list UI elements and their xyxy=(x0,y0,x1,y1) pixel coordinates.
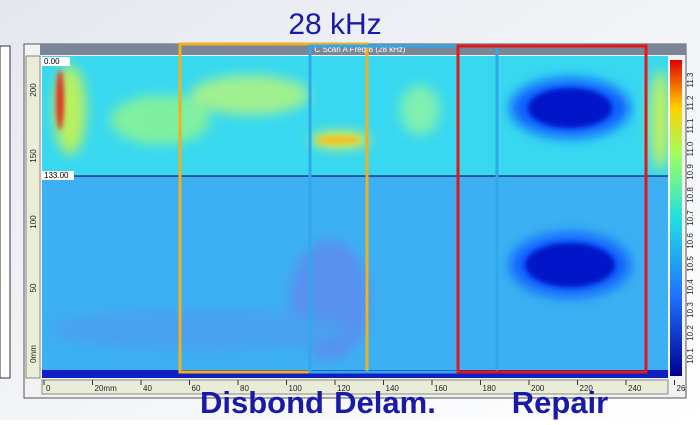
region-label: Delam. xyxy=(334,385,436,420)
origin-box xyxy=(42,57,70,66)
scan-titlebar xyxy=(40,44,686,55)
colorbar-tick-label: 11.1 xyxy=(686,118,695,134)
bottom-tick-label: 20mm xyxy=(95,384,118,393)
bottom-tick-label: 220 xyxy=(580,384,594,393)
bottom-tick-label: 200 xyxy=(531,384,545,393)
scan-title: C Scan A Freq-8 (28 kHz) xyxy=(314,45,405,54)
bottom-tick-label: 26 xyxy=(677,384,686,393)
left-tick-label: 200 xyxy=(29,83,38,97)
bottom-tick-label: 120 xyxy=(337,384,351,393)
colorbar-tick-label: 10.4 xyxy=(686,279,695,295)
left-ruler xyxy=(25,55,41,379)
heatmap xyxy=(42,56,668,378)
delam-box xyxy=(308,44,499,374)
colorbar-tick-label: 10.5 xyxy=(686,256,695,272)
bottom-tick-label: 0 xyxy=(46,384,51,393)
region-label: Repair xyxy=(512,385,608,420)
region-label: Disbond xyxy=(200,385,324,420)
colorbar xyxy=(670,60,682,376)
colorbar-tick-label: 10.1 xyxy=(686,348,695,364)
origin-label: 0.00 xyxy=(44,57,60,66)
bottom-tick-label: 180 xyxy=(483,384,497,393)
bottom-tick-label: 60 xyxy=(192,384,201,393)
colorbar-tick-label: 11.2 xyxy=(686,95,695,111)
bottom-tick-label: 140 xyxy=(386,384,400,393)
disbond-box xyxy=(178,42,369,374)
left-tick-label: 0mm xyxy=(29,345,38,363)
bottom-tick-label: 100 xyxy=(289,384,303,393)
colorbar-tick-label: 11.3 xyxy=(686,72,695,88)
colorbar-tick-label: 11.0 xyxy=(686,141,695,157)
cursor-box xyxy=(42,171,74,180)
frequency-title: 28 kHz xyxy=(288,8,381,41)
colorbar-tick-label: 10.9 xyxy=(686,164,695,180)
cursor-label: 133.00 xyxy=(44,171,69,180)
left-tick-label: 50 xyxy=(29,283,38,292)
repair-box xyxy=(456,44,648,374)
colorbar-tick-label: 10.8 xyxy=(686,187,695,203)
bottom-tick-label: 40 xyxy=(143,384,152,393)
left-tick-label: 150 xyxy=(29,149,38,163)
colorbar-tick-label: 10.2 xyxy=(686,325,695,341)
bottom-ruler xyxy=(41,379,669,395)
colorbar-tick-label: 10.7 xyxy=(686,210,695,226)
bottom-tick-label: 240 xyxy=(628,384,642,393)
left-tick-label: 100 xyxy=(29,215,38,229)
bottom-tick-label: 160 xyxy=(434,384,448,393)
colorbar-tick-label: 10.6 xyxy=(686,233,695,249)
bottom-tick-label: 80 xyxy=(240,384,249,393)
side-panel xyxy=(0,45,11,379)
colorbar-tick-label: 10.3 xyxy=(686,302,695,318)
